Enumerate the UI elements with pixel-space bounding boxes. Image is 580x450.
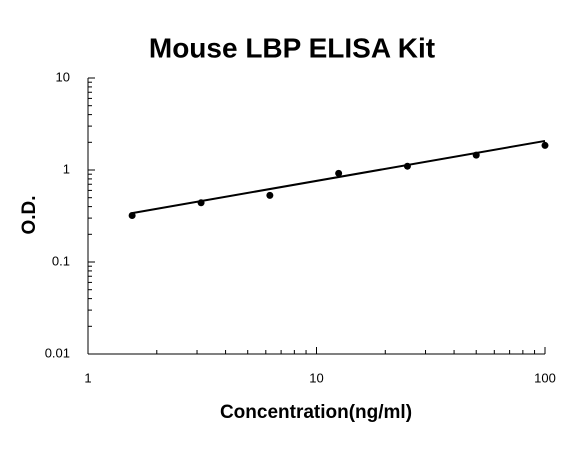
y-tick-label: 0.1 — [52, 253, 70, 268]
chart-title: Mouse LBP ELISA Kit — [149, 32, 435, 63]
y-axis-label: O.D. — [19, 195, 40, 234]
x-axis-label: Concentration(ng/ml) — [220, 402, 412, 423]
data-point — [335, 169, 343, 177]
fit-line — [131, 139, 546, 215]
data-point — [541, 141, 549, 149]
x-tick-label: 10 — [309, 370, 323, 385]
y-tick-label: 10 — [56, 69, 70, 84]
x-tick-label: 100 — [534, 370, 556, 385]
y-tick-label: 0.01 — [45, 345, 70, 360]
data-point — [266, 191, 274, 199]
x-tick-label: 1 — [84, 370, 91, 385]
y-tick-label: 1 — [63, 161, 70, 176]
